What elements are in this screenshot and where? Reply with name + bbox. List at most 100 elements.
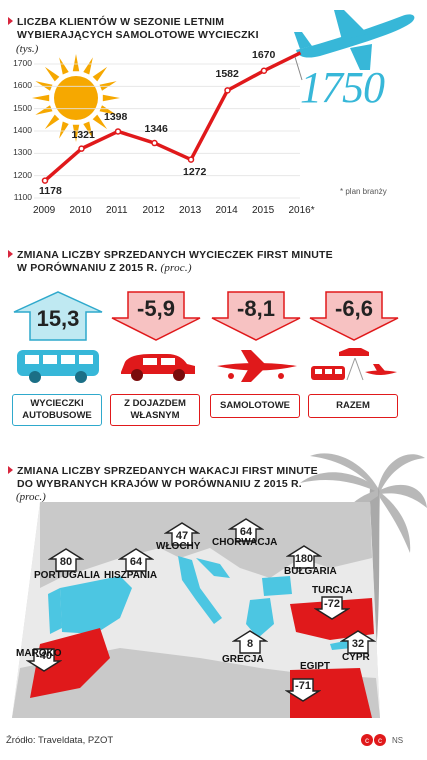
line-chart — [34, 51, 303, 199]
change-value: -8,1 — [237, 296, 275, 321]
y-tick-label: 1700 — [13, 58, 32, 68]
greece-shape — [246, 598, 274, 638]
y-tick-label: 1100 — [13, 192, 32, 202]
map-arrow-up — [227, 518, 265, 542]
country-value: -71 — [295, 680, 311, 692]
croatia-shape — [196, 558, 230, 578]
country-label: Bułgaria — [284, 566, 337, 577]
x-tick-label: 2013 — [179, 205, 202, 216]
category-label: samolotowe — [210, 394, 300, 418]
airplane-icon — [294, 10, 415, 70]
country-label: Maroko — [16, 648, 62, 659]
line-series — [43, 51, 302, 182]
country-value: 32 — [351, 638, 365, 650]
source-note: Źródło: Traveldata, PZOT — [6, 735, 114, 746]
svg-text:c: c — [378, 736, 382, 745]
country-label: Chorwacja — [212, 537, 278, 548]
country-label: Egipt — [300, 661, 331, 672]
y-tick-label: 1500 — [13, 102, 32, 113]
country-value: 80 — [59, 556, 73, 568]
line-point — [260, 67, 268, 74]
data-label: 1398 — [104, 111, 128, 124]
category-label-line1: z dojazdem — [124, 398, 186, 409]
morocco-shape — [30, 628, 110, 698]
x-tick-label: 2010 — [69, 205, 92, 216]
data-label: 1272 — [183, 165, 207, 178]
x-tick-label: 2015 — [252, 205, 275, 216]
x-tick-label: 2014 — [215, 205, 238, 216]
map-arrow-down — [25, 648, 63, 672]
country-label: Hiszpania — [104, 570, 158, 581]
map-arrow-up — [47, 548, 85, 572]
svg-text:c: c — [365, 736, 369, 745]
arrow-down — [108, 290, 204, 342]
airplane-icon — [211, 346, 301, 386]
map-arrow-up — [285, 545, 323, 569]
category-label-line2: własnym — [130, 410, 180, 421]
y-tick-label: 1200 — [13, 169, 32, 180]
x-tick-label: 2009 — [33, 205, 56, 216]
chart2-title: Zmiana liczby sprzedanych wycieczek firs… — [8, 249, 338, 275]
line-point — [78, 145, 85, 152]
arrow-down — [306, 290, 402, 342]
country-label: Portugalia — [34, 570, 101, 581]
category-label-line1: razem — [336, 400, 370, 411]
country-label: Włochy — [156, 541, 201, 552]
category-label: wycieczki autobusowe — [12, 394, 102, 426]
vehicles-icon — [309, 346, 399, 386]
portugal-shape — [48, 588, 62, 634]
chart1-unit: (tys.) — [16, 43, 39, 55]
chart3-title: Zmiana liczby sprzedanych wakacji first … — [8, 465, 328, 491]
map-arrow-up — [117, 548, 155, 572]
map-arrow-down — [313, 596, 351, 620]
country-value: -72 — [324, 598, 340, 610]
country-value: 180 — [294, 553, 314, 565]
category-label-line1: samolotowe — [219, 400, 291, 411]
category-label: z dojazdem własnym — [110, 394, 200, 426]
data-label: 1178 — [39, 184, 62, 197]
bus-icon — [13, 346, 103, 386]
map-arrow-down — [284, 678, 322, 702]
y-tick-label: 1400 — [13, 125, 32, 135]
line-point — [41, 177, 49, 184]
map — [12, 453, 427, 718]
category-label-line1: wycieczki — [30, 398, 84, 409]
country-value: 47 — [175, 530, 189, 542]
line-point — [114, 128, 122, 135]
x-tick-label: 2011 — [106, 205, 128, 216]
country-label: Turcja — [312, 585, 353, 596]
spain-shape — [60, 576, 132, 634]
x-tick-label: 2012 — [142, 205, 165, 216]
data-label: 1582 — [215, 68, 239, 81]
credit: NS — [392, 736, 404, 745]
y-tick-label: 1600 — [13, 80, 32, 91]
line-point — [151, 139, 158, 147]
data-label: 1321 — [71, 128, 95, 141]
map-arrow-up — [339, 630, 377, 654]
country-value: 8 — [246, 638, 254, 650]
chart1-title: Liczba klientów w sezonie letnim wybiera… — [8, 16, 268, 42]
map-arrow-up — [231, 630, 269, 654]
car-icon — [111, 346, 201, 386]
change-value: -6,6 — [335, 296, 373, 321]
arrow-down — [208, 290, 304, 342]
chart3-unit: (proc.) — [16, 491, 46, 503]
cyprus-shape — [330, 640, 352, 650]
line-point — [224, 87, 231, 94]
country-label: Cypr — [342, 652, 370, 663]
line-point — [187, 156, 195, 163]
x-tick-label: 2016* — [288, 205, 315, 216]
country-value: -40 — [36, 650, 52, 662]
country-value: 64 — [239, 526, 253, 538]
country-value: 64 — [129, 556, 143, 568]
bulgaria-shape — [262, 576, 292, 596]
highlight-value: 1750 — [300, 63, 385, 112]
italy-shape — [178, 556, 222, 624]
y-tick-label: 1300 — [13, 147, 32, 158]
map-arrow-up — [163, 522, 201, 546]
country-label: Grecja — [222, 654, 264, 665]
change-value: -5,9 — [137, 296, 175, 321]
data-label: 1346 — [144, 123, 168, 136]
category-label-line2: autobusowe — [22, 410, 92, 421]
